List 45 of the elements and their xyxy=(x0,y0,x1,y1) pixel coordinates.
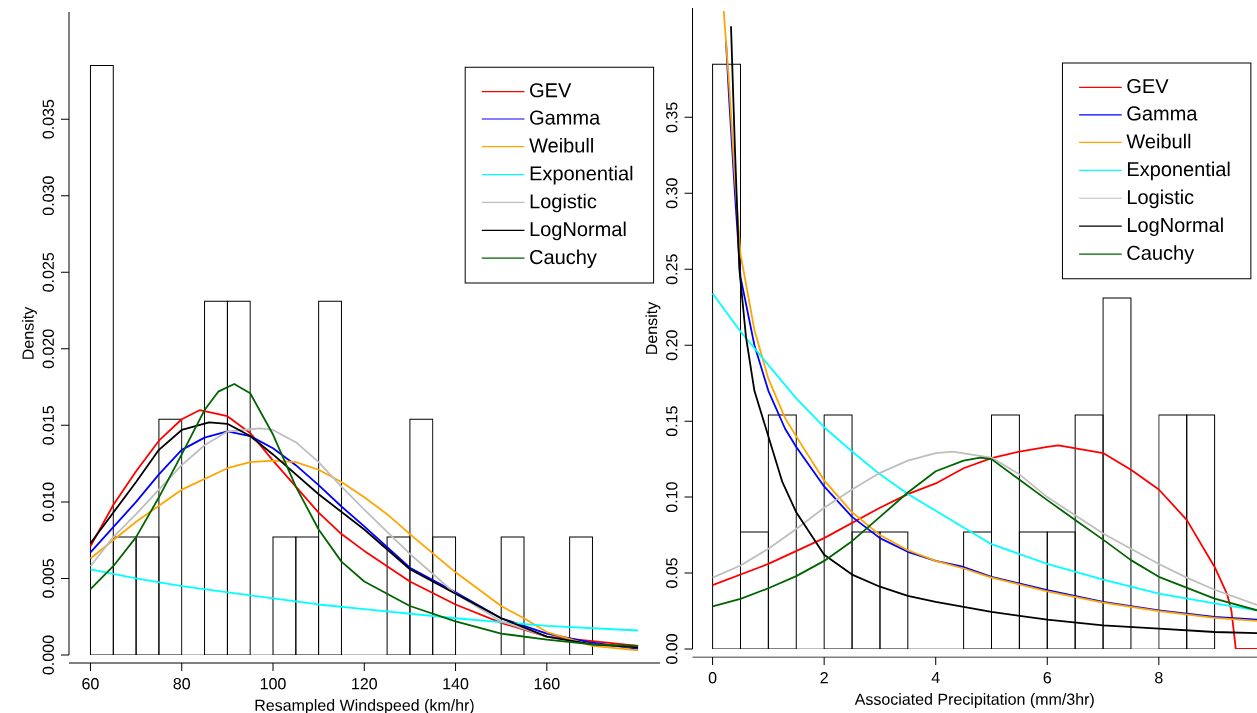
x-tick-label: 0 xyxy=(708,672,717,684)
y-axis-title: Density xyxy=(645,301,661,354)
legend-label: GEV xyxy=(530,83,572,98)
x-tick-label: 160 xyxy=(534,678,560,690)
y-tick-label: 0.005 xyxy=(42,559,54,598)
y-tick-label: 0.035 xyxy=(42,99,54,139)
legend-label: LogNormal xyxy=(1127,217,1223,237)
y-tick-label: 0.35 xyxy=(666,102,678,133)
legend-label: GEV xyxy=(1127,79,1169,94)
y-tick-label: 0.025 xyxy=(42,252,54,292)
y-tick-label: 0.020 xyxy=(42,329,54,369)
legend-label: Logistic xyxy=(530,193,597,213)
x-tick-label: 2 xyxy=(820,672,828,684)
legend-label: Weibull xyxy=(529,137,593,153)
y-tick-label: 0.10 xyxy=(666,482,678,513)
y-tick-label: 0.015 xyxy=(42,406,54,445)
y-tick-label: 0.30 xyxy=(666,178,678,209)
x-tick-label: 140 xyxy=(443,678,469,690)
legend-label: Cauchy xyxy=(1127,245,1195,264)
y-tick-label: 0.15 xyxy=(666,406,678,437)
y-axis-title: Density xyxy=(21,306,37,359)
line-series xyxy=(711,444,1257,649)
x-axis-title: Associated Precipitation (mm/3hr) xyxy=(854,693,1094,709)
y-tick-label: 0.05 xyxy=(666,558,678,588)
x-tick-label: 4 xyxy=(931,672,940,684)
legend-label: Gamma xyxy=(1127,106,1198,121)
legend-label: Weibull xyxy=(1126,133,1191,149)
legend-label: Exponential xyxy=(530,165,633,185)
x-tick-label: 8 xyxy=(1155,672,1163,684)
legend-label: Logistic xyxy=(1127,189,1194,209)
legend-label: Exponential xyxy=(1127,161,1230,181)
y-tick-label: 0.000 xyxy=(42,635,54,675)
x-tick-label: 6 xyxy=(1043,672,1052,684)
x-tick-label: 120 xyxy=(352,678,378,690)
x-tick-label: 80 xyxy=(173,678,191,690)
legend-label: Gamma xyxy=(530,110,601,125)
legend-label: Cauchy xyxy=(530,249,597,269)
y-tick-label: 0.20 xyxy=(666,330,678,361)
x-tick-label: 100 xyxy=(260,678,286,690)
y-tick-label: 0.00 xyxy=(666,634,678,664)
x-tick-label: 60 xyxy=(82,678,99,690)
y-tick-label: 0.25 xyxy=(666,254,678,285)
y-tick-label: 0.010 xyxy=(42,482,54,522)
y-tick-label: 0.030 xyxy=(42,176,54,216)
legend-label: LogNormal xyxy=(530,221,626,241)
